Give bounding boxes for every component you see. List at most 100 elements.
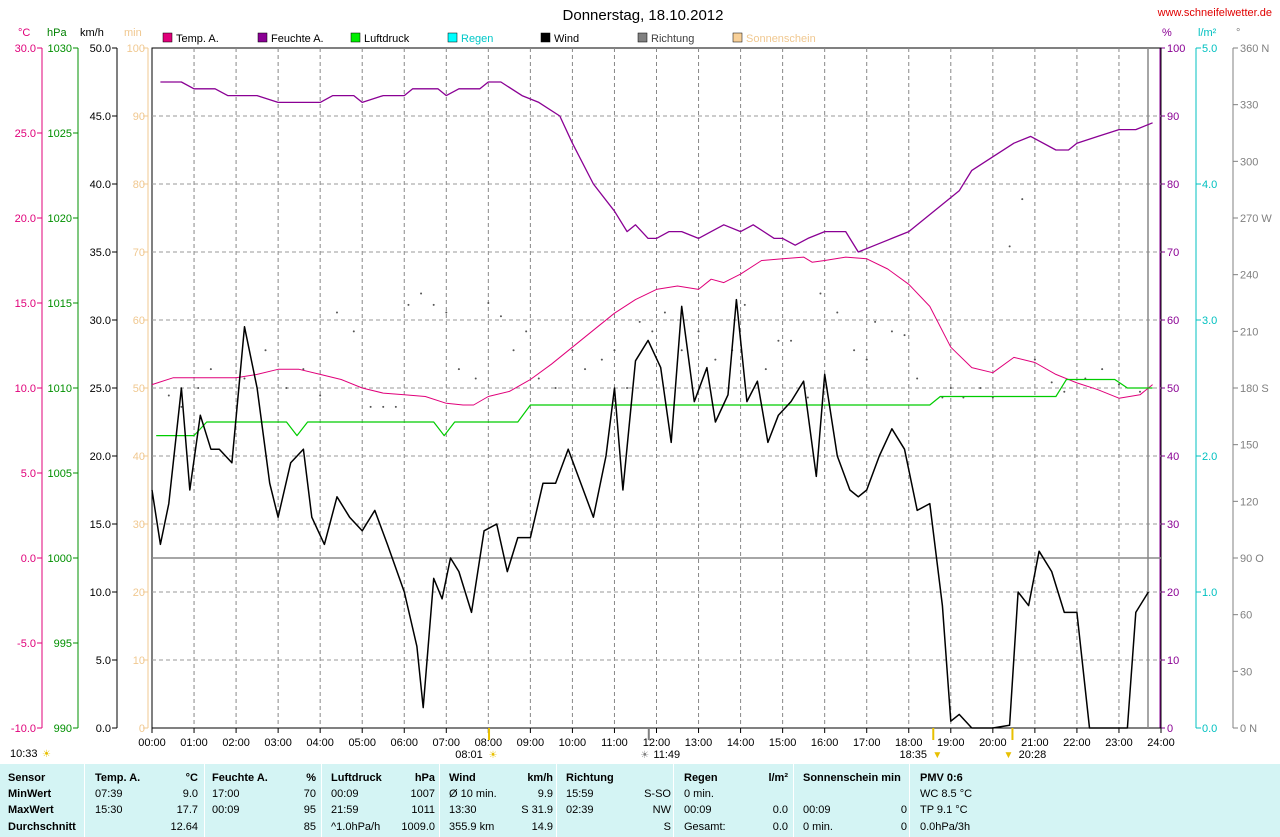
legend-swatch — [732, 32, 743, 43]
direction-point — [554, 387, 557, 389]
row-label: Durchschnitt — [8, 821, 76, 833]
direction-point — [890, 330, 893, 333]
temp-tick-label: 20.0 — [15, 213, 36, 225]
column-divider — [204, 764, 205, 837]
moonset-time-label: 20:28 — [1019, 749, 1047, 761]
temp-tick-label: 10.0 — [15, 383, 36, 395]
row-label: MaxWert — [8, 804, 54, 816]
direction-tick-label: 30 — [1240, 666, 1252, 678]
pressure-tick-label: 990 — [54, 723, 72, 735]
header-hum-unit: % — [306, 772, 316, 784]
pressure-tick-label: 995 — [54, 638, 72, 650]
noon-time-label: 11:49 — [653, 749, 680, 761]
sun-tick-label: 80 — [133, 179, 145, 191]
temp-value: 9.0 — [182, 788, 198, 800]
rain-time: 0 min. — [684, 788, 714, 800]
rain-tick-label: 5.0 — [1202, 43, 1217, 55]
dir-time: 02:39 — [566, 804, 594, 816]
humidity-tick-label: 70 — [1167, 247, 1179, 259]
dir-value: S — [663, 821, 671, 833]
legend-label: Richtung — [651, 33, 694, 45]
direction-point — [874, 320, 877, 323]
sun-time: 00:09 — [803, 804, 831, 816]
pressure-tick-label: 1015 — [48, 298, 72, 310]
direction-tick-label: 60 — [1240, 610, 1252, 622]
dir-value: S-SO — [644, 788, 671, 800]
wind-value: 9.9 — [537, 788, 553, 800]
temp-tick-label: 0.0 — [21, 553, 36, 565]
column-divider — [84, 764, 85, 837]
wind-tick-label: 30.0 — [90, 315, 111, 327]
direction-point — [319, 394, 322, 397]
legend-label: Temp. A. — [176, 33, 219, 45]
humidity-tick-label: 10 — [1167, 655, 1179, 667]
press-time: ^1.0hPa/h — [331, 821, 381, 833]
direction-point — [697, 330, 700, 333]
temp-series-line — [151, 256, 1153, 406]
humidity-tick-label: 0 — [1167, 723, 1173, 735]
humidity-tick-label: 30 — [1167, 519, 1179, 531]
temp-time: 15:30 — [95, 804, 123, 816]
wind-tick-label: 50.0 — [90, 43, 111, 55]
hum-time: 17:00 — [212, 788, 240, 800]
direction-point — [525, 330, 528, 333]
sun-tick-label: 30 — [133, 519, 145, 531]
sun-tick-label: 100 — [127, 43, 145, 55]
rain-value: 0.0 — [772, 821, 788, 833]
x-tick-label: 20:00 — [979, 737, 1007, 749]
sun-tick-label: 50 — [133, 383, 145, 395]
sunrise-time-label: 08:01 — [455, 749, 483, 761]
direction-point — [487, 302, 490, 304]
sunset-time-label: 18:35 — [900, 749, 928, 761]
chart-title: Donnerstag, 18.10.2012 — [563, 7, 724, 24]
legend-swatch — [257, 32, 268, 43]
direction-point — [638, 320, 641, 323]
legend: Temp. A. Feuchte A. Luftdruck Regen Wind Rich… — [162, 32, 816, 45]
sunset-icon: ▼ — [932, 750, 942, 761]
header-rain: Regen — [684, 772, 718, 784]
site-label[interactable]: www.schneifelwetter.de — [1157, 7, 1272, 19]
legend-swatch — [447, 32, 458, 43]
pmv-value: WC 8.5 °C — [920, 788, 973, 800]
wind-value: 14.9 — [531, 821, 553, 833]
pmv-value: 0.0hPa/3h — [920, 821, 971, 833]
direction-point — [537, 377, 540, 380]
direction-point — [743, 303, 746, 306]
direction-point — [369, 405, 372, 408]
direction-point — [394, 405, 397, 408]
update-time-label: 10:33 — [10, 748, 38, 760]
direction-point — [651, 330, 654, 333]
direction-point — [382, 405, 385, 408]
pressure-series-line — [156, 378, 1153, 437]
x-tick-label: 19:00 — [937, 737, 965, 749]
x-tick-label: 02:00 — [222, 737, 250, 749]
direction-tick-label: 180 S — [1240, 383, 1269, 395]
direction-point — [600, 358, 603, 361]
legend-swatch — [540, 32, 551, 43]
sun-unit: min — [124, 27, 142, 39]
legend-label: Feuchte A. — [271, 33, 324, 45]
header-wind-unit: km/h — [527, 772, 553, 784]
x-tick-label: 01:00 — [180, 737, 208, 749]
wind-tick-label: 15.0 — [90, 519, 111, 531]
rain-time: Gesamt: — [684, 821, 726, 833]
wind-tick-label: 40.0 — [90, 179, 111, 191]
header-hum: Feuchte A. — [212, 772, 268, 784]
direction-point — [979, 387, 982, 389]
direction-tick-label: 300 — [1240, 156, 1258, 168]
temp-value: 17.7 — [176, 804, 198, 816]
rain-time: 00:09 — [684, 804, 712, 816]
rain-tick-label: 3.0 — [1202, 315, 1217, 327]
header-sensor: Sensor — [8, 772, 46, 784]
sun-value: 0 — [900, 821, 907, 833]
sun-tick-label: 10 — [133, 655, 145, 667]
dir-value: NW — [652, 804, 671, 816]
pressure-tick-label: 1025 — [48, 128, 72, 140]
direction-point — [457, 368, 460, 371]
x-tick-label: 22:00 — [1063, 737, 1091, 749]
direction-point — [1050, 381, 1053, 384]
direction-point — [445, 311, 448, 314]
direction-point — [1117, 383, 1120, 386]
x-tick-label: 24:00 — [1147, 737, 1175, 749]
rain-unit: l/m² — [1198, 27, 1217, 39]
